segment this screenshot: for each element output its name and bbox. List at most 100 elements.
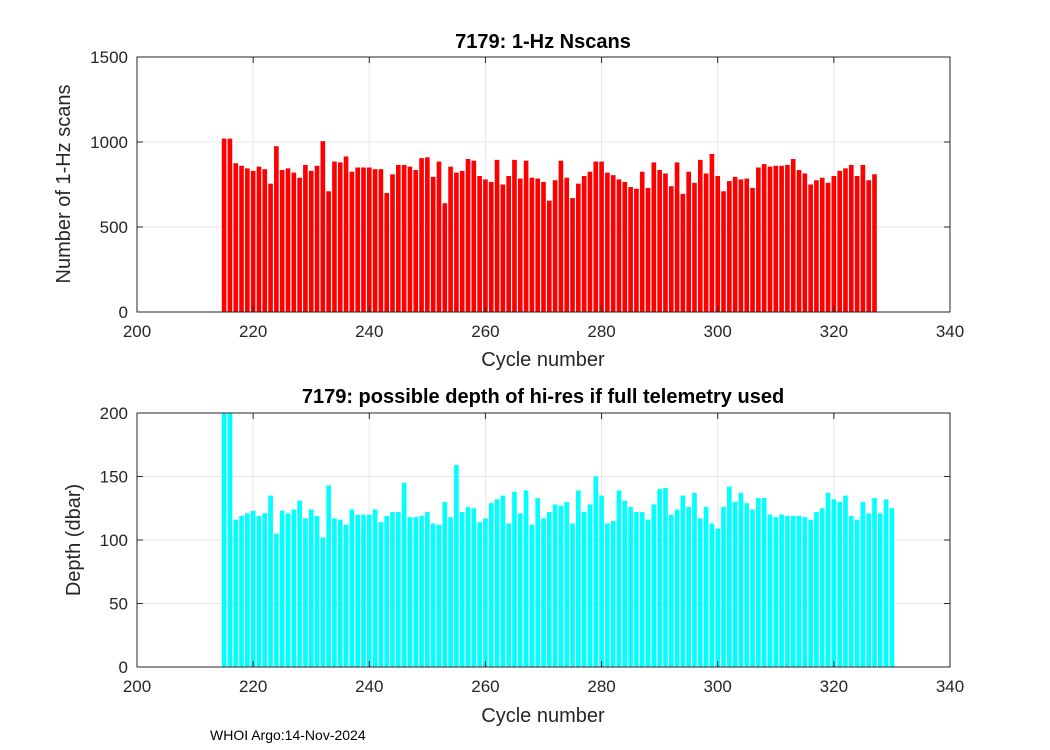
top-bar-cycle-281 <box>605 172 610 312</box>
top-bar-cycle-217 <box>233 163 239 312</box>
bottom-bar-cycle-311 <box>779 514 784 667</box>
top-bar-cycle-257 <box>465 159 471 312</box>
top-bar-cycle-297 <box>697 159 703 312</box>
top-bar-cycle-313 <box>790 159 796 312</box>
top-bar-cycle-277 <box>581 176 587 312</box>
bottom-bar-cycle-325 <box>860 501 866 667</box>
bottom-bar-cycle-265 <box>512 491 517 667</box>
bottom-bar-cycle-277 <box>581 512 587 667</box>
bottom-bar-cycle-223 <box>268 495 273 667</box>
top-bar-cycle-231 <box>314 165 320 312</box>
top-bar-cycle-279 <box>593 161 599 312</box>
top-bar-cycle-323 <box>848 164 854 312</box>
top-y-tick-label: 0 <box>119 303 128 322</box>
bottom-bar-cycle-264 <box>506 523 511 667</box>
top-bar-cycle-282 <box>610 175 616 312</box>
bottom-bar-cycle-273 <box>558 505 564 667</box>
bottom-x-tick-label: 300 <box>704 677 732 696</box>
top-bar-cycle-318 <box>819 177 825 312</box>
bottom-bar-cycle-284 <box>622 500 628 667</box>
bottom-x-axis-label: Cycle number <box>481 705 605 727</box>
top-bar-cycle-247 <box>407 166 413 312</box>
top-bar-cycle-259 <box>477 176 482 312</box>
bottom-y-tick-label: 200 <box>100 404 128 423</box>
top-bar-cycle-321 <box>837 170 842 312</box>
top-bar-cycle-264 <box>506 176 511 312</box>
top-bar-cycle-308 <box>761 164 767 312</box>
bottom-bar-cycle-315 <box>802 517 808 667</box>
top-bar-cycle-237 <box>349 171 355 312</box>
top-bar-cycle-275 <box>570 198 575 312</box>
top-bar-cycle-278 <box>587 171 593 312</box>
top-x-tick-label: 280 <box>587 322 615 341</box>
bottom-bar-cycle-260 <box>483 518 488 667</box>
bottom-bar-cycle-235 <box>337 519 343 667</box>
bottom-bar-cycle-240 <box>366 514 372 667</box>
top-bar-cycle-287 <box>639 171 645 312</box>
top-bar-cycle-233 <box>326 191 331 312</box>
bottom-bar-cycle-236 <box>343 524 349 667</box>
bottom-bar-cycle-255 <box>454 465 459 667</box>
top-bar-cycle-232 <box>320 141 326 312</box>
bottom-bar-cycle-253 <box>442 501 448 667</box>
top-bar-cycle-223 <box>268 183 273 312</box>
bottom-bar-cycle-285 <box>628 506 633 667</box>
top-bar-cycle-298 <box>703 173 709 312</box>
bottom-bar-cycle-274 <box>564 501 570 667</box>
top-bar-cycle-301 <box>721 191 726 312</box>
top-bar-cycle-235 <box>337 162 343 312</box>
bottom-bar-cycle-271 <box>546 512 552 667</box>
bottom-bar-cycle-279 <box>593 476 599 667</box>
top-bar-cycle-273 <box>558 160 564 312</box>
bottom-bar-cycle-228 <box>297 500 302 667</box>
bottom-bar-cycle-306 <box>750 509 755 667</box>
top-bar-cycle-310 <box>773 165 779 312</box>
top-bar-cycle-265 <box>512 159 517 312</box>
bottom-y-tick-label: 0 <box>119 658 128 677</box>
bottom-bar-cycle-225 <box>279 510 285 667</box>
bottom-bar-cycle-316 <box>808 519 813 667</box>
bottom-bar-cycle-215 <box>221 413 227 667</box>
bottom-bar-cycle-252 <box>436 524 442 667</box>
bottom-bar-cycle-276 <box>576 490 581 667</box>
top-x-axis-label: Cycle number <box>481 349 605 371</box>
bottom-bar-cycle-314 <box>796 515 802 667</box>
bottom-bar-cycle-241 <box>372 509 378 667</box>
bottom-bar-cycle-231 <box>314 515 320 667</box>
top-bar-cycle-234 <box>332 161 337 312</box>
bottom-y-axis-label: Depth (dbar) <box>63 484 85 596</box>
top-chart-title: 7179: 1-Hz Nscans <box>455 31 631 53</box>
top-bar-cycle-312 <box>785 164 790 312</box>
bottom-x-tick-label: 220 <box>239 677 267 696</box>
bottom-bar-cycle-299 <box>709 523 715 667</box>
top-bar-cycle-269 <box>535 178 541 312</box>
top-x-tick-label: 240 <box>355 322 383 341</box>
top-bar-cycle-294 <box>680 193 686 312</box>
bottom-x-tick-label: 280 <box>587 677 615 696</box>
bottom-bar-cycle-298 <box>703 506 709 667</box>
bottom-bar-cycle-275 <box>570 523 575 667</box>
bottom-x-tick-label: 240 <box>355 677 383 696</box>
top-y-tick-label: 500 <box>100 218 128 237</box>
top-y-axis-label: Number of 1-Hz scans <box>53 85 75 284</box>
top-bar-cycle-324 <box>854 176 860 312</box>
bottom-bar-cycle-256 <box>459 512 465 667</box>
bottom-y-tick-label: 100 <box>100 531 128 550</box>
bottom-bar-cycle-312 <box>785 515 790 667</box>
top-bar-cycle-317 <box>814 180 819 312</box>
top-chart-panel: 200 220 240 260 280 300 320 340 0 500 1000 1500 717… <box>53 31 964 371</box>
top-x-tick-label: 260 <box>471 322 499 341</box>
bottom-bar-cycle-319 <box>825 493 831 667</box>
top-bar-cycle-291 <box>663 173 668 312</box>
bottom-bar-cycle-304 <box>738 493 744 667</box>
bottom-bar-cycle-317 <box>814 512 819 667</box>
top-bar-cycle-286 <box>634 188 639 312</box>
bottom-bar-cycle-318 <box>819 508 825 667</box>
top-bar-cycle-252 <box>436 161 442 312</box>
bottom-bar-cycle-327 <box>872 498 877 667</box>
bottom-bar-cycle-286 <box>634 512 639 667</box>
bottom-bar-cycle-283 <box>616 490 622 667</box>
top-bar-cycle-314 <box>796 170 802 312</box>
top-bar-cycle-250 <box>425 157 430 312</box>
bottom-x-tick-label: 320 <box>820 677 848 696</box>
